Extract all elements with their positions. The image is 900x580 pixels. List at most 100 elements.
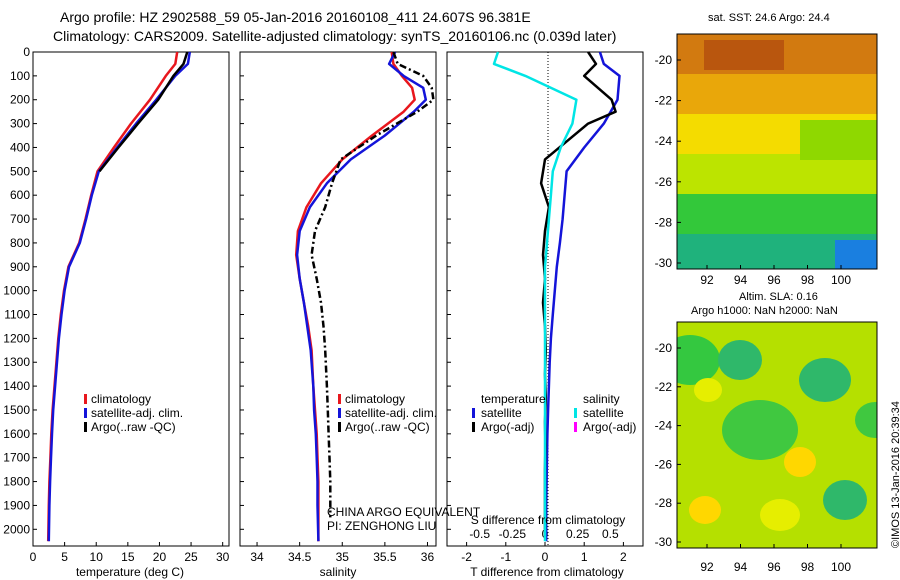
map-y-tick-label: -20 — [655, 53, 673, 67]
map-y-tick-label: -22 — [655, 380, 673, 394]
sla-map-title-line1: Altim. SLA: 0.16 — [739, 291, 818, 303]
legend-label-climatology: climatology — [345, 392, 405, 406]
x-tick-label: -2 — [461, 550, 472, 564]
legend-swatch-t-satellite — [472, 408, 475, 418]
temperature-panel-frame — [32, 51, 230, 547]
map-y-tick-label: -30 — [655, 256, 673, 270]
x-tick-label: 0 — [542, 550, 549, 564]
legend-title-temperature: temperature — [481, 392, 546, 406]
y-tick-label: 200 — [10, 93, 30, 107]
y-tick-label: 500 — [10, 164, 30, 178]
map-y-tick-label: -28 — [655, 215, 673, 229]
map-x-tick-label: 98 — [801, 560, 815, 574]
y-tick-label: 1000 — [3, 284, 30, 298]
legend-label-t-satellite: satellite — [481, 406, 522, 420]
legend-label-s-satellite: satellite — [583, 406, 624, 420]
series-line-argo-raw-qc — [310, 51, 435, 518]
y-tick-label: 1200 — [3, 331, 30, 345]
x-tick-label: 36 — [421, 550, 435, 564]
map-x-tick-label: 96 — [767, 273, 781, 287]
legend-label-satellite: satellite-adj. clim. — [345, 406, 437, 420]
y-tick-label: 1700 — [3, 451, 30, 465]
sst-map-title: sat. SST: 24.6 Argo: 24.4 — [708, 12, 830, 24]
series-line-temperature-satellite — [544, 51, 621, 542]
map-x-tick-label: 94 — [734, 273, 748, 287]
s-difference-axis-label: S difference from climatology — [471, 513, 626, 527]
legend-label-s-argo: Argo(-adj) — [583, 420, 636, 434]
map-y-tick-label: -30 — [655, 535, 673, 549]
s-tick-label: 0.25 — [566, 527, 590, 541]
sla-map — [677, 322, 877, 548]
plot-title-line2: Climatology: CARS2009. Satellite-adjuste… — [53, 28, 617, 44]
x-tick-label: -1 — [500, 550, 511, 564]
x-tick-label: 1 — [581, 550, 588, 564]
y-tick-label: 1100 — [4, 308, 30, 322]
y-tick-label: 900 — [10, 260, 30, 274]
plot-title-line1: Argo profile: HZ 2902588_59 05-Jan-2016 … — [60, 9, 531, 25]
pi-annotation: PI: ZENGHONG LIU — [327, 519, 436, 533]
x-tick-label: 34 — [250, 550, 264, 564]
legend-title-salinity: salinity — [583, 392, 620, 406]
map-y-tick-label: -22 — [655, 94, 673, 108]
temperature-axis-label: temperature (deg C) — [76, 565, 184, 579]
map-y-tick-label: -24 — [655, 419, 673, 433]
argo-program-annotation: CHINA ARGO EQUIVALENT — [327, 505, 481, 519]
map-x-tick-label: 92 — [700, 273, 714, 287]
map-x-tick-label: 92 — [700, 560, 714, 574]
legend-swatch-argo — [338, 422, 341, 432]
map-y-tick-label: -20 — [655, 341, 673, 355]
x-tick-label: 0 — [30, 550, 37, 564]
y-tick-label: 1300 — [3, 355, 30, 369]
t-difference-axis-label: T difference from climatology — [470, 565, 624, 579]
legend-label-t-argo: Argo(-adj) — [481, 420, 534, 434]
x-tick-label: 20 — [153, 550, 167, 564]
map-x-tick-label: 100 — [831, 560, 851, 574]
map-x-tick-label: 96 — [767, 560, 781, 574]
legend-swatch-s-argo — [574, 422, 577, 432]
y-tick-label: 700 — [10, 212, 30, 226]
legend-swatch-argo — [84, 422, 87, 432]
s-tick-label: 0.5 — [602, 527, 619, 541]
salinity-panel-frame — [239, 51, 437, 547]
series-line-argo-raw-qc — [98, 51, 189, 173]
map-x-tick-label: 94 — [734, 560, 748, 574]
y-tick-label: 1500 — [3, 403, 30, 417]
legend-swatch-t-argo — [472, 422, 475, 432]
salinity-legend: climatology satellite-adj. clim. Argo(..… — [338, 392, 437, 434]
x-tick-label: 35.5 — [373, 550, 397, 564]
legend-label-satellite: satellite-adj. clim. — [91, 406, 183, 420]
temperature-legend: climatology satellite-adj. clim. Argo(..… — [84, 392, 183, 434]
legend-swatch-satellite — [84, 408, 87, 418]
x-tick-label: 2 — [620, 550, 627, 564]
series-line-salinity-satellite — [492, 51, 578, 542]
legend-label-climatology: climatology — [91, 392, 151, 406]
y-tick-label: 1600 — [3, 427, 30, 441]
series-line-climatology — [46, 51, 179, 542]
x-tick-label: 15 — [121, 550, 135, 564]
x-tick-label: 25 — [184, 550, 198, 564]
legend-swatch-climatology — [84, 394, 87, 404]
map-x-tick-label: 98 — [801, 273, 815, 287]
y-tick-label: 0 — [23, 45, 30, 59]
x-tick-label: 5 — [61, 550, 68, 564]
y-tick-label: 1400 — [3, 379, 30, 393]
map-y-tick-label: -26 — [655, 457, 673, 471]
series-line-satellite-adj-clim — [295, 51, 428, 542]
y-tick-label: 1800 — [3, 475, 30, 489]
map-y-tick-label: -24 — [655, 134, 673, 148]
y-tick-label: 300 — [10, 117, 30, 131]
legend-swatch-s-satellite — [574, 408, 577, 418]
series-line-satellite-adj-clim — [47, 51, 192, 542]
x-tick-label: 35 — [336, 550, 350, 564]
y-tick-label: 400 — [10, 140, 30, 154]
y-tick-label: 1900 — [3, 498, 30, 512]
map-x-tick-label: 100 — [831, 273, 851, 287]
sla-map-title-line2: Argo h1000: NaN h2000: NaN — [691, 305, 838, 317]
legend-label-argo: Argo(..raw -QC) — [345, 420, 430, 434]
x-tick-label: 10 — [90, 550, 104, 564]
map-y-tick-label: -26 — [655, 175, 673, 189]
difference-legend: temperature salinity satellite Argo(-adj… — [472, 392, 636, 434]
legend-label-argo: Argo(..raw -QC) — [91, 420, 176, 434]
legend-swatch-satellite — [338, 408, 341, 418]
